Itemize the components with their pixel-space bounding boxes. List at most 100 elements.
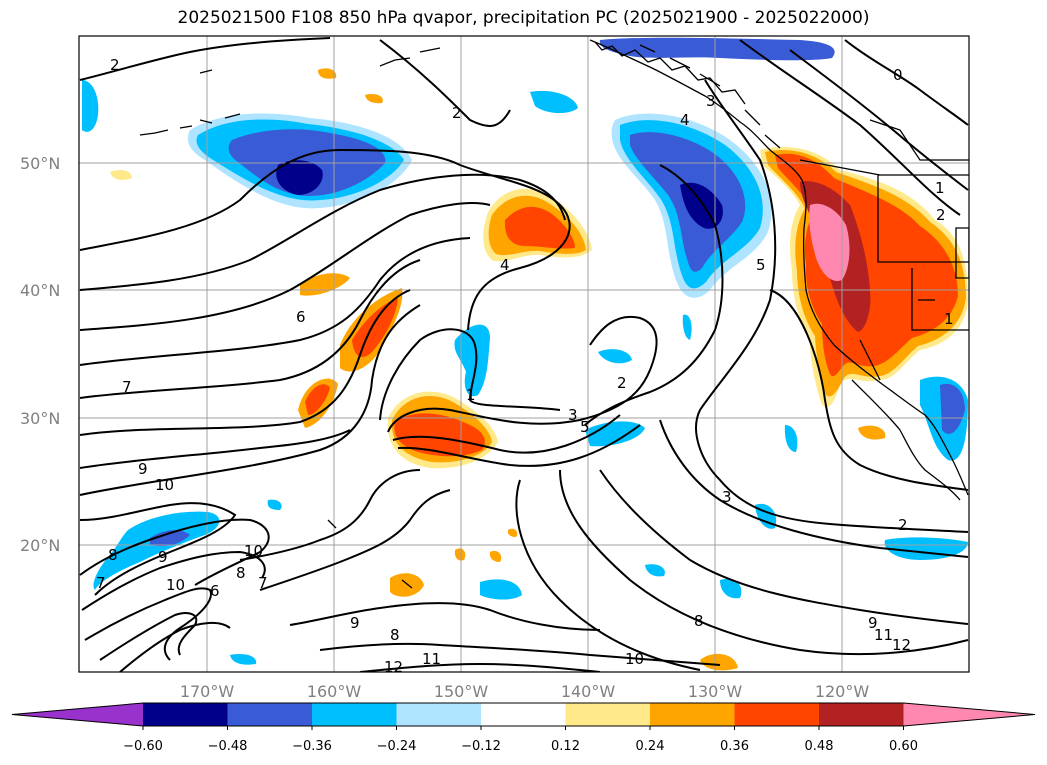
- contour-label: 2: [617, 374, 627, 392]
- negative-anomaly-region: [530, 90, 578, 114]
- positive-anomaly-region: [305, 384, 330, 415]
- negative-anomaly-region: [682, 314, 692, 340]
- colorbar-tick-label: 0.48: [805, 739, 834, 754]
- colorbar-tick-label: −0.24: [377, 739, 417, 754]
- colorbar-segment: [396, 703, 482, 726]
- colorbar-segment: [227, 703, 313, 726]
- colorbar: −0.60 −0.48 −0.36 −0.24 −0.12 0.12 0.24 0.36 0.4…: [11, 702, 1036, 754]
- contour-label: 7: [122, 378, 132, 396]
- colorbar-segment: [481, 703, 566, 726]
- negative-anomaly-region: [82, 80, 99, 132]
- colorbar-segment: [819, 703, 904, 726]
- negative-anomaly-region: [940, 383, 965, 434]
- negative-anomaly-region: [585, 421, 645, 447]
- contour-label: 12: [384, 658, 403, 676]
- lat-label-40n: 40°N: [20, 281, 60, 300]
- positive-anomaly-region: [318, 68, 337, 79]
- contour-label: 9: [138, 460, 148, 478]
- negative-anomaly-region: [187, 113, 412, 209]
- positive-anomaly-region: [390, 573, 424, 597]
- lat-label-50n: 50°N: [20, 154, 60, 173]
- lon-label-150w: 150°W: [434, 682, 489, 701]
- lon-label-130w: 130°W: [688, 682, 743, 701]
- colorbar-tick-label: −0.48: [208, 739, 248, 754]
- map-frame: [78, 35, 970, 673]
- contour-label: 9: [868, 614, 878, 632]
- lon-label-120w: 120°W: [815, 682, 870, 701]
- colorbar-tick-label: −0.12: [461, 739, 501, 754]
- contour-label: 10: [155, 476, 174, 494]
- positive-anomaly-region: [454, 548, 466, 561]
- contour-label: 1: [466, 386, 476, 404]
- colorbar-extend-low: [12, 703, 143, 726]
- colorbar-segment: [734, 703, 820, 726]
- colorbar-tick-label: 0.24: [636, 739, 665, 754]
- negative-anomaly-region: [645, 564, 665, 577]
- negative-anomaly-region: [93, 511, 220, 590]
- positive-anomaly-region: [760, 146, 968, 408]
- colorbar-segment: [650, 703, 735, 726]
- contour-label: 10: [166, 576, 185, 594]
- contour-label: 10: [625, 650, 644, 668]
- negative-anomaly-region: [230, 654, 257, 665]
- lon-label-160w: 160°W: [307, 682, 362, 701]
- positive-anomaly-region: [365, 93, 383, 104]
- contour-label: 2: [898, 516, 908, 534]
- contour-label: 2: [452, 104, 462, 122]
- lon-label-140w: 140°W: [561, 682, 616, 701]
- map-title: 2025021500 F108 850 hPa qvapor, precipit…: [177, 8, 870, 28]
- contour-label: 2: [936, 206, 946, 224]
- precip-fill-layer: [82, 37, 968, 671]
- contour-label: 10: [244, 542, 263, 560]
- contour-label: 8: [390, 626, 400, 644]
- lat-label-20n: 20°N: [20, 536, 60, 555]
- colorbar-extend-high: [903, 703, 1035, 726]
- negative-anomaly-region: [598, 349, 632, 364]
- contour-label: 1: [944, 310, 954, 328]
- contour-label: 7: [96, 574, 106, 592]
- negative-anomaly-region: [267, 499, 282, 510]
- colorbar-segment: [143, 703, 228, 726]
- negative-anomaly-region: [454, 324, 490, 397]
- contour-labels: 2 2 0 1 2 3 4 4 5 6 7 1 2 3 5 3 2 9 10 8…: [96, 56, 954, 676]
- contour-label: 6: [296, 308, 306, 326]
- colorbar-tick-label: −0.36: [292, 739, 332, 754]
- lon-label-170w: 170°W: [180, 682, 235, 701]
- contour-label: 11: [422, 650, 441, 668]
- contour-label: 5: [756, 256, 766, 274]
- latitude-labels: 50°N 40°N 30°N 20°N: [20, 154, 60, 555]
- positive-anomaly-region: [507, 528, 518, 537]
- contour-label: 1: [935, 179, 945, 197]
- negative-anomaly-region: [611, 113, 772, 298]
- contour-label: 8: [236, 564, 246, 582]
- contour-label: 2: [110, 56, 120, 74]
- negative-anomaly-region: [480, 579, 522, 600]
- positive-anomaly-region: [858, 425, 886, 440]
- colorbar-segment: [565, 703, 651, 726]
- negative-anomaly-region: [720, 578, 742, 599]
- contour-label: 0: [893, 66, 903, 84]
- contour-label: 11: [874, 626, 893, 644]
- positive-anomaly-region: [352, 298, 398, 357]
- colorbar-tick-label: 0.36: [720, 739, 749, 754]
- contour-label: 4: [680, 111, 690, 129]
- positive-anomaly-region: [110, 170, 132, 180]
- negative-anomaly-region: [599, 37, 835, 61]
- contour-label: 8: [108, 546, 118, 564]
- contour-label: 6: [210, 582, 220, 600]
- qvapor-contours: [79, 37, 969, 672]
- longitude-labels: 170°W 160°W 150°W 140°W 130°W 120°W: [180, 682, 870, 701]
- contour-label: 9: [350, 614, 360, 632]
- negative-anomaly-region: [784, 425, 798, 452]
- colorbar-tick-label: −0.60: [123, 739, 163, 754]
- positive-anomaly-region: [489, 550, 502, 562]
- lat-label-30n: 30°N: [20, 409, 60, 428]
- negative-anomaly-region: [150, 530, 190, 547]
- contour-label: 9: [158, 548, 168, 566]
- contour-label: 8: [694, 612, 704, 630]
- contour-label: 5: [580, 418, 590, 436]
- contour-label: 7: [258, 574, 268, 592]
- contour-label: 3: [706, 92, 716, 110]
- colorbar-tick-label: 0.60: [889, 739, 918, 754]
